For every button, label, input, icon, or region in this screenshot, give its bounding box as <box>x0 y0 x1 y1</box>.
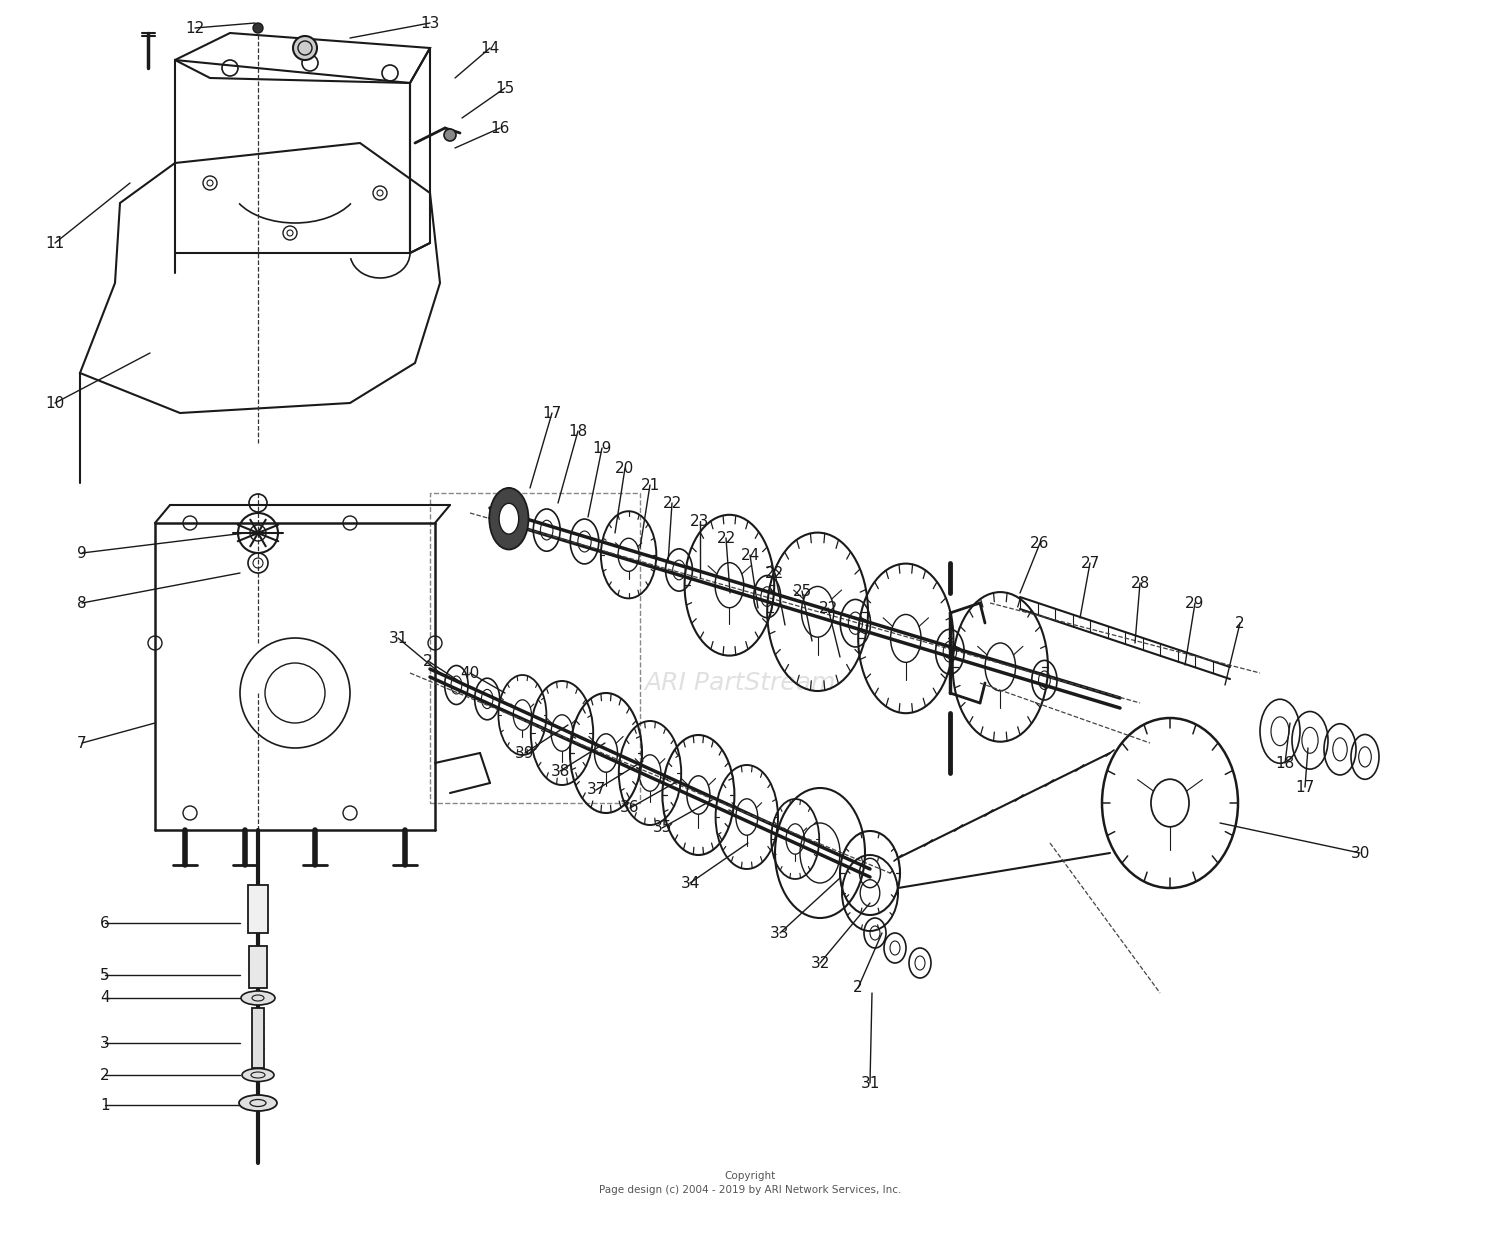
Text: 33: 33 <box>771 926 789 941</box>
Text: 20: 20 <box>615 460 634 476</box>
Ellipse shape <box>242 1069 274 1081</box>
Ellipse shape <box>238 1095 278 1111</box>
Text: 31: 31 <box>861 1075 879 1090</box>
Text: 4: 4 <box>100 991 109 1006</box>
Text: 24: 24 <box>741 547 759 563</box>
Text: 2: 2 <box>423 654 433 669</box>
Text: 2: 2 <box>853 981 862 996</box>
Bar <box>248 885 268 933</box>
Text: 2: 2 <box>100 1068 109 1083</box>
Ellipse shape <box>242 991 274 1006</box>
Text: 38: 38 <box>550 763 570 778</box>
Text: 22: 22 <box>819 600 837 615</box>
Circle shape <box>254 24 262 34</box>
Text: 3: 3 <box>100 1035 109 1050</box>
Text: 16: 16 <box>490 121 510 135</box>
Text: 17: 17 <box>1296 779 1314 794</box>
Text: 23: 23 <box>690 513 709 528</box>
Text: 40: 40 <box>460 665 480 680</box>
Text: 10: 10 <box>45 395 64 410</box>
Text: 35: 35 <box>652 820 672 835</box>
Text: 26: 26 <box>1030 536 1050 551</box>
Text: 5: 5 <box>100 967 109 982</box>
Text: 22: 22 <box>717 531 735 546</box>
Text: 17: 17 <box>543 405 561 420</box>
Text: 27: 27 <box>1080 556 1100 571</box>
Text: 25: 25 <box>792 583 812 598</box>
Text: 39: 39 <box>516 746 534 761</box>
Text: 15: 15 <box>495 81 514 96</box>
Text: 22: 22 <box>663 496 681 511</box>
Text: 31: 31 <box>388 630 408 645</box>
Text: 9: 9 <box>76 546 87 561</box>
Text: 14: 14 <box>480 41 500 56</box>
Text: 22: 22 <box>765 566 784 580</box>
Text: 28: 28 <box>1131 576 1149 590</box>
Text: 6: 6 <box>100 916 109 931</box>
Text: 29: 29 <box>1185 595 1204 610</box>
Text: 7: 7 <box>76 736 87 751</box>
Ellipse shape <box>489 488 528 549</box>
Text: 19: 19 <box>592 440 612 455</box>
Text: 18: 18 <box>1275 756 1294 771</box>
Text: 8: 8 <box>76 595 87 610</box>
Text: 30: 30 <box>1350 845 1370 860</box>
Circle shape <box>292 36 316 60</box>
Text: 18: 18 <box>568 424 588 439</box>
Text: Copyright
Page design (c) 2004 - 2019 by ARI Network Services, Inc.: Copyright Page design (c) 2004 - 2019 by… <box>598 1171 902 1195</box>
Text: ARI PartStream: ARI PartStream <box>645 671 836 695</box>
Bar <box>249 946 267 988</box>
Ellipse shape <box>500 503 519 534</box>
Bar <box>252 1008 264 1068</box>
Text: 13: 13 <box>420 15 440 31</box>
Text: 36: 36 <box>621 800 639 815</box>
Text: 37: 37 <box>586 783 606 798</box>
Text: 21: 21 <box>640 477 660 492</box>
Text: 12: 12 <box>186 20 204 36</box>
Text: 11: 11 <box>45 235 64 251</box>
Text: 32: 32 <box>810 956 830 971</box>
Text: 1: 1 <box>100 1098 109 1112</box>
Bar <box>430 493 640 803</box>
Circle shape <box>444 129 456 140</box>
Text: 2: 2 <box>1234 615 1245 630</box>
Text: 34: 34 <box>681 875 699 890</box>
